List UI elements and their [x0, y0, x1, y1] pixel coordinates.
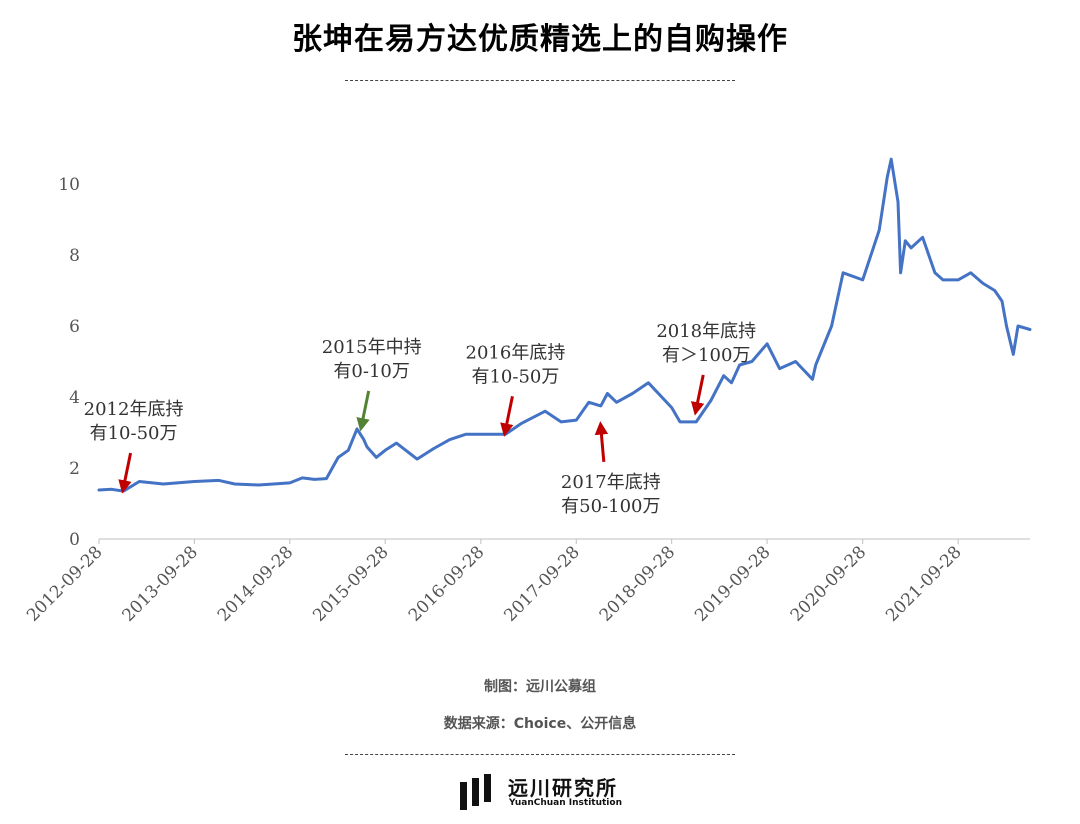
annotation-text: 有10-50万	[90, 423, 178, 444]
title-divider	[345, 80, 735, 81]
annotation-arrow	[356, 390, 371, 432]
footer-divider	[345, 754, 735, 755]
chart-title: 张坤在易方达优质精选上的自购操作	[292, 22, 788, 57]
logo-bars-icon	[460, 774, 491, 810]
yuanchuan-logo: 远川研究所 YuanChuan Institution	[458, 772, 658, 812]
annotation-text: 2015年中持	[322, 337, 422, 358]
x-tick-label: 2017-09-28	[500, 542, 583, 625]
y-tick-label: 2	[69, 459, 80, 479]
y-tick-label: 4	[69, 388, 80, 408]
annotation-text: 2018年底持	[656, 321, 756, 342]
price-line	[97, 157, 1032, 493]
annotation-text: 2017年底持	[561, 472, 661, 493]
annotation-text: 有＞100万	[662, 345, 750, 366]
x-tick-label: 2020-09-28	[787, 542, 870, 625]
y-tick-label: 10	[58, 175, 80, 195]
x-tick-label: 2014-09-28	[214, 542, 297, 625]
annotation-arrow	[690, 374, 705, 416]
annotation-arrow	[594, 421, 609, 462]
annotation-text: 2012年底持	[84, 399, 184, 420]
x-tick-label: 2015-09-28	[309, 542, 392, 625]
y-tick-label: 8	[69, 246, 80, 266]
x-tick-label: 2016-09-28	[405, 542, 488, 625]
x-tick-label: 2012-09-28	[23, 542, 106, 625]
y-tick-label: 6	[69, 317, 80, 337]
annotation-text: 有10-50万	[471, 366, 559, 387]
annotation-text: 有0-10万	[333, 361, 409, 382]
y-tick-label: 0	[69, 530, 80, 550]
chart-annotations: 2012年底持有10-50万2015年中持有0-10万2016年底持有10-50…	[84, 321, 756, 517]
chart-series	[97, 157, 1032, 493]
annotation-text: 2016年底持	[466, 342, 566, 363]
annotation-text: 有50-100万	[561, 496, 660, 517]
chart-credit: 制图：远川公募组	[484, 679, 596, 695]
logo-english-name: YuanChuan Institution	[509, 798, 622, 808]
annotation-arrow	[500, 395, 514, 437]
x-tick-label: 2013-09-28	[118, 542, 201, 625]
x-tick-label: 2018-09-28	[596, 542, 679, 625]
logo-chinese-name: 远川研究所	[508, 776, 618, 800]
data-source: 数据来源：Choice、公开信息	[443, 716, 637, 732]
x-tick-label: 2021-09-28	[882, 542, 965, 625]
annotation-arrow	[118, 452, 133, 494]
x-tick-label: 2019-09-28	[691, 542, 774, 625]
